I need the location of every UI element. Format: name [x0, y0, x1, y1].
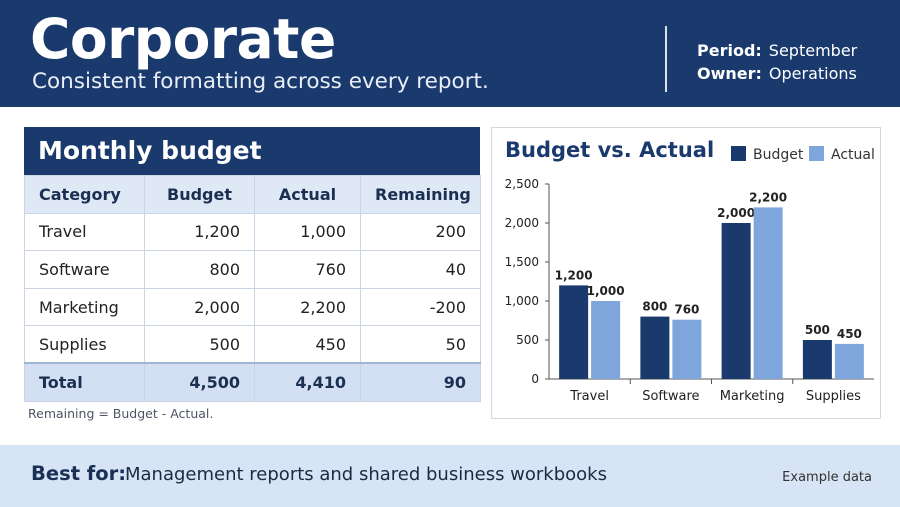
- column-header: Remaining: [360, 175, 481, 214]
- formula-note: Remaining = Budget - Actual.: [28, 406, 214, 421]
- bar-budget-software: [640, 316, 670, 379]
- legend-label-budget: Budget: [753, 147, 804, 163]
- x-category-label: Travel: [569, 389, 609, 404]
- bar-budget-marketing: [721, 223, 751, 379]
- budget-table-card: Monthly budget Category Budget Actual Re…: [24, 127, 481, 402]
- table-row: Marketing 2,000 2,200 -200: [24, 287, 481, 327]
- header-banner: Corporate Consistent formatting across e…: [0, 0, 900, 107]
- remaining-cell: 200: [360, 212, 481, 252]
- chart-card: Budget vs. Actual Budget Actual 0 500 1,00…: [491, 127, 881, 419]
- legend-swatch-actual: [809, 146, 824, 161]
- total-label-cell: Total: [24, 362, 145, 402]
- budget-table: Category Budget Actual Remaining Travel …: [24, 175, 481, 402]
- best-for-value: Management reports and shared business w…: [125, 464, 607, 485]
- page-subtitle: Consistent formatting across every repor…: [32, 69, 489, 94]
- total-actual-cell: 4,410: [254, 362, 361, 402]
- bar-budget-travel: [559, 285, 589, 379]
- bar-actual-supplies: [834, 343, 864, 379]
- y-tick-label: 0: [531, 372, 539, 386]
- category-cell: Supplies: [24, 325, 145, 364]
- total-budget-cell: 4,500: [144, 362, 255, 402]
- data-label: 2,200: [749, 190, 787, 204]
- header-divider: [665, 26, 667, 92]
- y-tick-label: 1,500: [505, 255, 539, 269]
- remaining-cell: 50: [360, 325, 481, 364]
- period-label: Period:: [697, 41, 762, 60]
- y-tick-label: 2,000: [505, 216, 539, 230]
- actual-cell: 1,000: [254, 212, 361, 252]
- legend-label-actual: Actual: [831, 147, 875, 163]
- table-header-row: Category Budget Actual Remaining: [24, 175, 481, 214]
- actual-cell: 760: [254, 250, 361, 289]
- category-cell: Marketing: [24, 287, 145, 327]
- budget-cell: 800: [144, 250, 255, 289]
- bar-actual-marketing: [753, 207, 783, 379]
- table-row: Supplies 500 450 50: [24, 325, 481, 364]
- period-meta: Period: September: [697, 41, 857, 61]
- y-tick-label: 1,000: [505, 294, 539, 308]
- budget-cell: 500: [144, 325, 255, 364]
- budget-cell: 2,000: [144, 287, 255, 327]
- data-label: 1,000: [587, 284, 625, 298]
- period-value: September: [768, 41, 858, 60]
- remaining-cell: 40: [360, 250, 481, 289]
- bar-actual-travel: [591, 301, 621, 379]
- y-tick-label: 500: [516, 333, 539, 347]
- column-header: Budget: [144, 175, 255, 214]
- data-label: 2,000: [717, 206, 755, 220]
- category-cell: Travel: [24, 212, 145, 252]
- column-header: Actual: [254, 175, 361, 214]
- legend-swatch-budget: [731, 146, 746, 161]
- budget-cell: 1,200: [144, 212, 255, 252]
- footer-bar: Best for: Management reports and shared …: [0, 445, 900, 507]
- x-category-label: Software: [642, 389, 699, 404]
- bar-chart: 0 500 1,000 1,500 2,000 2,500 1,200 1,000 Travel…: [505, 177, 874, 404]
- remaining-cell: -200: [360, 287, 481, 327]
- y-tick-label: 2,500: [505, 177, 539, 191]
- data-label: 760: [674, 303, 699, 317]
- actual-cell: 450: [254, 325, 361, 364]
- x-category-label: Marketing: [720, 389, 785, 404]
- category-cell: Software: [24, 250, 145, 289]
- best-for-label: Best for:: [31, 462, 127, 485]
- legend-item-actual: Actual: [809, 146, 875, 163]
- bar-actual-software: [672, 319, 702, 379]
- table-row: Travel 1,200 1,000 200: [24, 212, 481, 252]
- owner-meta: Owner: Operations: [697, 64, 857, 84]
- total-row: Total 4,500 4,410 90: [24, 362, 481, 402]
- total-remaining-cell: 90: [360, 362, 481, 402]
- x-category-label: Supplies: [806, 389, 861, 404]
- legend-item-budget: Budget: [731, 146, 803, 163]
- owner-label: Owner:: [697, 64, 762, 83]
- data-label: 1,200: [555, 268, 593, 282]
- column-header: Category: [24, 175, 145, 214]
- page-title: Corporate: [30, 7, 336, 71]
- table-title: Monthly budget: [24, 127, 480, 175]
- table-row: Software 800 760 40: [24, 250, 481, 289]
- data-label: 500: [805, 323, 830, 337]
- chart-title: Budget vs. Actual: [505, 138, 715, 162]
- bar-budget-supplies: [802, 340, 832, 379]
- data-label: 450: [837, 327, 862, 341]
- owner-value: Operations: [768, 64, 857, 83]
- actual-cell: 2,200: [254, 287, 361, 327]
- example-data-note: Example data: [782, 470, 872, 485]
- data-label: 800: [642, 300, 667, 314]
